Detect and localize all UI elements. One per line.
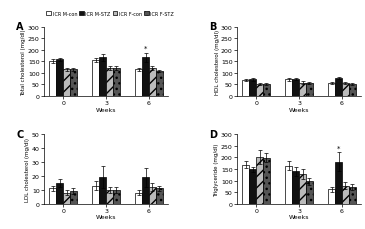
Bar [263, 158, 270, 204]
Bar [328, 84, 335, 97]
Bar [242, 81, 249, 97]
Bar [342, 186, 349, 204]
Y-axis label: HDL cholesterol (mg/dl): HDL cholesterol (mg/dl) [215, 30, 219, 95]
Bar [263, 85, 270, 97]
Bar [99, 58, 106, 97]
Bar [106, 190, 113, 204]
Bar [242, 165, 249, 204]
Bar [149, 69, 156, 97]
Bar [328, 190, 335, 204]
X-axis label: Weeks: Weeks [96, 107, 116, 112]
Text: C: C [16, 129, 24, 139]
Bar [106, 69, 113, 97]
Bar [63, 193, 70, 204]
Text: *: * [144, 46, 147, 52]
Bar [92, 60, 99, 97]
X-axis label: Weeks: Weeks [96, 214, 116, 219]
Y-axis label: LDL cholesterol (mg/dl): LDL cholesterol (mg/dl) [26, 137, 30, 201]
Bar [99, 177, 106, 204]
Bar [149, 187, 156, 204]
Bar [135, 193, 142, 204]
Bar [63, 70, 70, 97]
Legend: ICR M-con, ICR M-STZ, ICR F-con, ICR F-STZ: ICR M-con, ICR M-STZ, ICR F-con, ICR F-S… [46, 12, 174, 17]
Bar [292, 172, 299, 204]
Bar [70, 70, 77, 97]
Bar [292, 79, 299, 97]
Text: B: B [210, 22, 217, 32]
Bar [299, 174, 306, 204]
Text: A: A [16, 22, 24, 32]
Bar [135, 70, 142, 97]
X-axis label: Weeks: Weeks [289, 214, 309, 219]
Bar [142, 58, 149, 97]
Bar [285, 80, 292, 97]
Bar [56, 60, 63, 97]
Bar [113, 68, 120, 97]
Bar [335, 79, 342, 97]
Bar [49, 189, 56, 204]
Y-axis label: Total cholesterol (mg/dl): Total cholesterol (mg/dl) [22, 29, 27, 95]
Bar [299, 83, 306, 97]
Bar [142, 177, 149, 204]
Bar [92, 186, 99, 204]
Bar [349, 85, 356, 97]
Bar [306, 83, 313, 97]
Text: *: * [337, 145, 340, 151]
Text: D: D [210, 129, 218, 139]
Bar [335, 162, 342, 204]
Bar [70, 191, 77, 204]
Bar [156, 72, 163, 97]
Bar [249, 170, 256, 204]
Bar [342, 84, 349, 97]
Bar [49, 62, 56, 97]
Bar [156, 189, 163, 204]
Bar [306, 182, 313, 204]
Bar [256, 158, 263, 204]
Bar [349, 187, 356, 204]
Bar [285, 166, 292, 204]
Bar [249, 80, 256, 97]
Bar [113, 190, 120, 204]
Bar [256, 85, 263, 97]
Y-axis label: Triglyceride (mg/dl): Triglyceride (mg/dl) [215, 143, 219, 196]
Bar [56, 183, 63, 204]
X-axis label: Weeks: Weeks [289, 107, 309, 112]
